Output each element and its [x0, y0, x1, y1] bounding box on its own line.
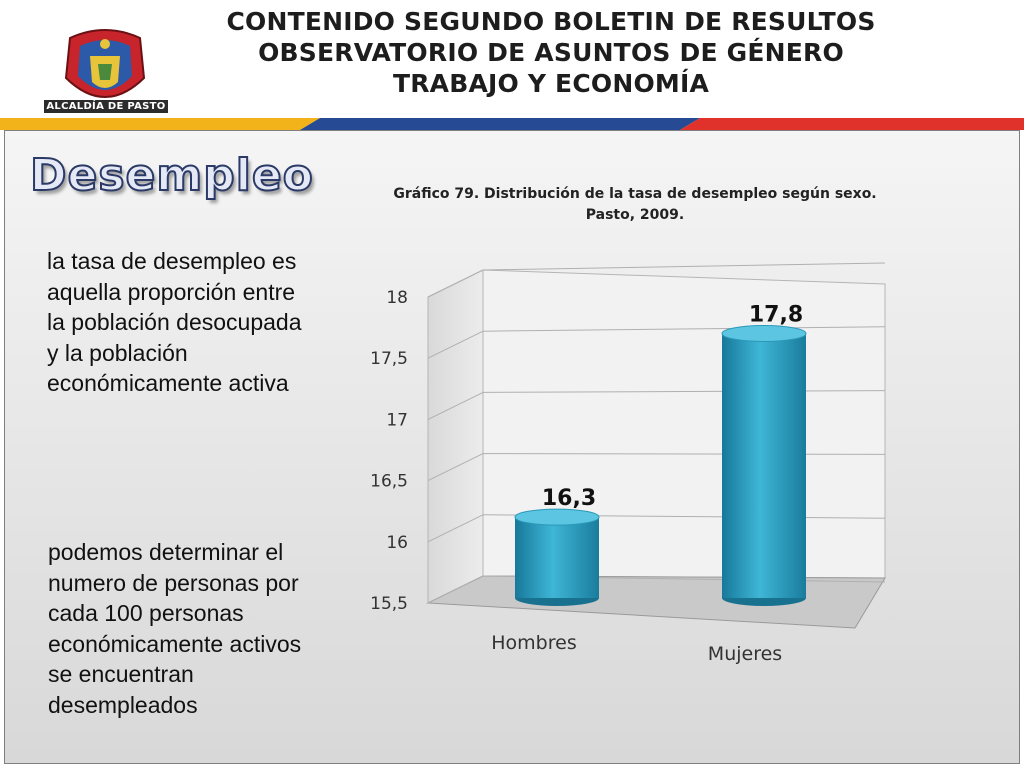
- chart-title: Gráfico 79. Distribución de la tasa de d…: [370, 184, 900, 226]
- city-shield-logo: [64, 29, 146, 98]
- slide-header-title: CONTENIDO SEGUNDO BOLETIN DE RESULTOS OB…: [76, 6, 1024, 99]
- header-title-line-3: TRABAJO Y ECONOMÍA: [392, 69, 710, 98]
- chart-title-line-1: Gráfico 79. Distribución de la tasa de d…: [393, 186, 877, 202]
- section-title: Desempleo: [29, 149, 314, 202]
- definition-text: la tasa de desempleo es aquella proporci…: [47, 248, 302, 396]
- flag-color-stripe: [0, 118, 1024, 130]
- header: ALCALDÍA DE PASTO CONTENIDO SEGUNDO BOLE…: [0, 0, 1024, 118]
- chart-title-line-2: Pasto, 2009.: [585, 207, 685, 223]
- logo-caption: ALCALDÍA DE PASTO: [44, 100, 168, 113]
- explanation-text: podemos determinar el numero de personas…: [48, 539, 302, 718]
- header-title-line-1: CONTENIDO SEGUNDO BOLETIN DE RESULTOS: [226, 7, 876, 36]
- header-title-line-2: OBSERVATORIO DE ASUNTOS DE GÉNERO: [258, 38, 844, 67]
